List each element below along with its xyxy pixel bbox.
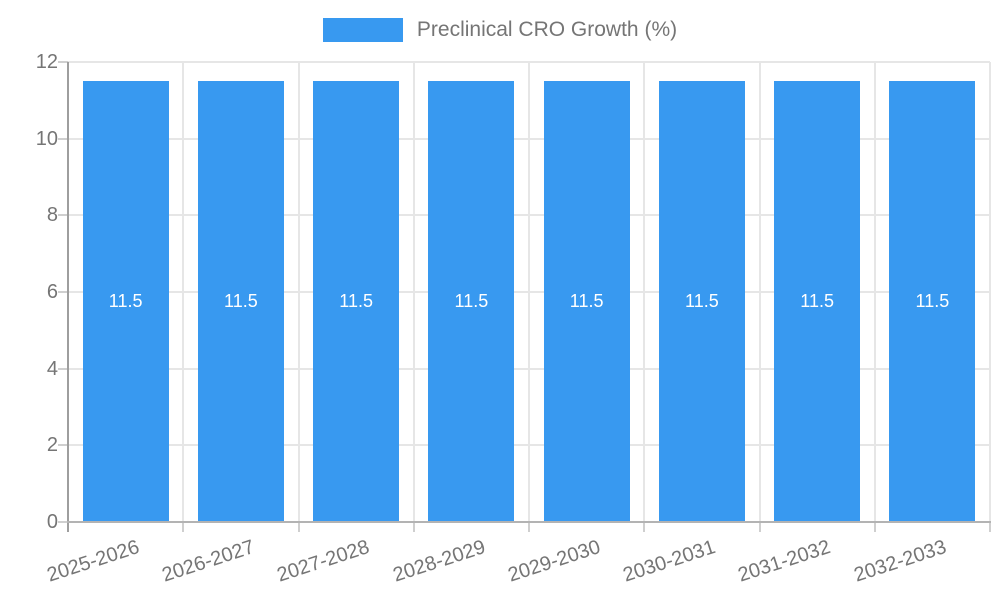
- x-gridline: [758, 62, 761, 522]
- bar-value-label: 11.5: [800, 290, 834, 311]
- legend-label: Preclinical CRO Growth (%): [416, 18, 678, 41]
- y-axis-tick-label: 2: [46, 434, 58, 457]
- x-gridline: [873, 62, 876, 522]
- x-tick: [297, 522, 300, 532]
- y-axis-tick-label: 0: [46, 511, 58, 533]
- bar-value-label: 11.5: [339, 290, 373, 311]
- bar[interactable]: [82, 81, 169, 522]
- y-axis-tick-label: 8: [46, 204, 58, 227]
- x-tick: [989, 522, 991, 532]
- x-axis-tick-label: 2030-2031: [620, 536, 719, 587]
- x-axis-tick-label: 2025-2026: [44, 536, 143, 587]
- x-axis-tick-label: 2029-2030: [505, 536, 604, 587]
- y-axis-tick-label: 4: [46, 357, 58, 380]
- bar-value-label: 11.5: [915, 290, 950, 311]
- x-gridline: [989, 62, 991, 522]
- x-gridline: [643, 62, 646, 522]
- bar[interactable]: [428, 81, 515, 522]
- bar-value-label: 11.5: [454, 290, 489, 311]
- x-axis-tick-label: 2032-2033: [851, 536, 949, 587]
- bar[interactable]: [313, 81, 400, 522]
- y-tick: [58, 367, 68, 370]
- y-tick: [58, 61, 68, 63]
- x-tick: [528, 522, 530, 532]
- x-axis-line: [67, 521, 991, 523]
- x-tick: [412, 522, 415, 532]
- bar[interactable]: [197, 81, 284, 522]
- y-tick: [58, 214, 68, 217]
- bar-value-label: 11.5: [108, 290, 143, 311]
- y-tick: [58, 521, 68, 523]
- x-gridline: [528, 62, 530, 522]
- bar-value-label: 11.5: [685, 290, 719, 311]
- y-axis-line: [67, 62, 69, 522]
- x-axis-tick-label: 2028-2029: [390, 536, 488, 587]
- x-gridline: [412, 62, 415, 522]
- bar-value-label: 11.5: [224, 290, 258, 311]
- y-tick: [58, 137, 68, 140]
- bar[interactable]: [658, 81, 745, 522]
- y-axis-tick-label: 6: [46, 281, 58, 303]
- bar[interactable]: [889, 81, 976, 522]
- y-axis-tick-label: 12: [35, 51, 58, 73]
- bar[interactable]: [543, 81, 630, 522]
- x-tick: [67, 522, 69, 532]
- y-axis-tick-label: 10: [35, 127, 58, 150]
- x-gridline: [182, 62, 185, 522]
- x-tick: [643, 522, 646, 532]
- bar[interactable]: [774, 81, 861, 522]
- y-tick: [58, 291, 68, 293]
- y-tick: [58, 444, 68, 447]
- x-axis-tick-label: 2026-2027: [159, 536, 258, 587]
- x-axis-tick-label: 2027-2028: [274, 536, 373, 587]
- x-tick: [758, 522, 761, 532]
- x-axis-tick-label: 2031-2032: [735, 536, 834, 587]
- legend-swatch: [322, 18, 403, 42]
- x-tick: [182, 522, 185, 532]
- x-tick: [873, 522, 876, 532]
- x-gridline: [297, 62, 300, 522]
- bar-value-label: 11.5: [569, 290, 604, 311]
- legend[interactable]: Preclinical CRO Growth (%): [0, 18, 1000, 42]
